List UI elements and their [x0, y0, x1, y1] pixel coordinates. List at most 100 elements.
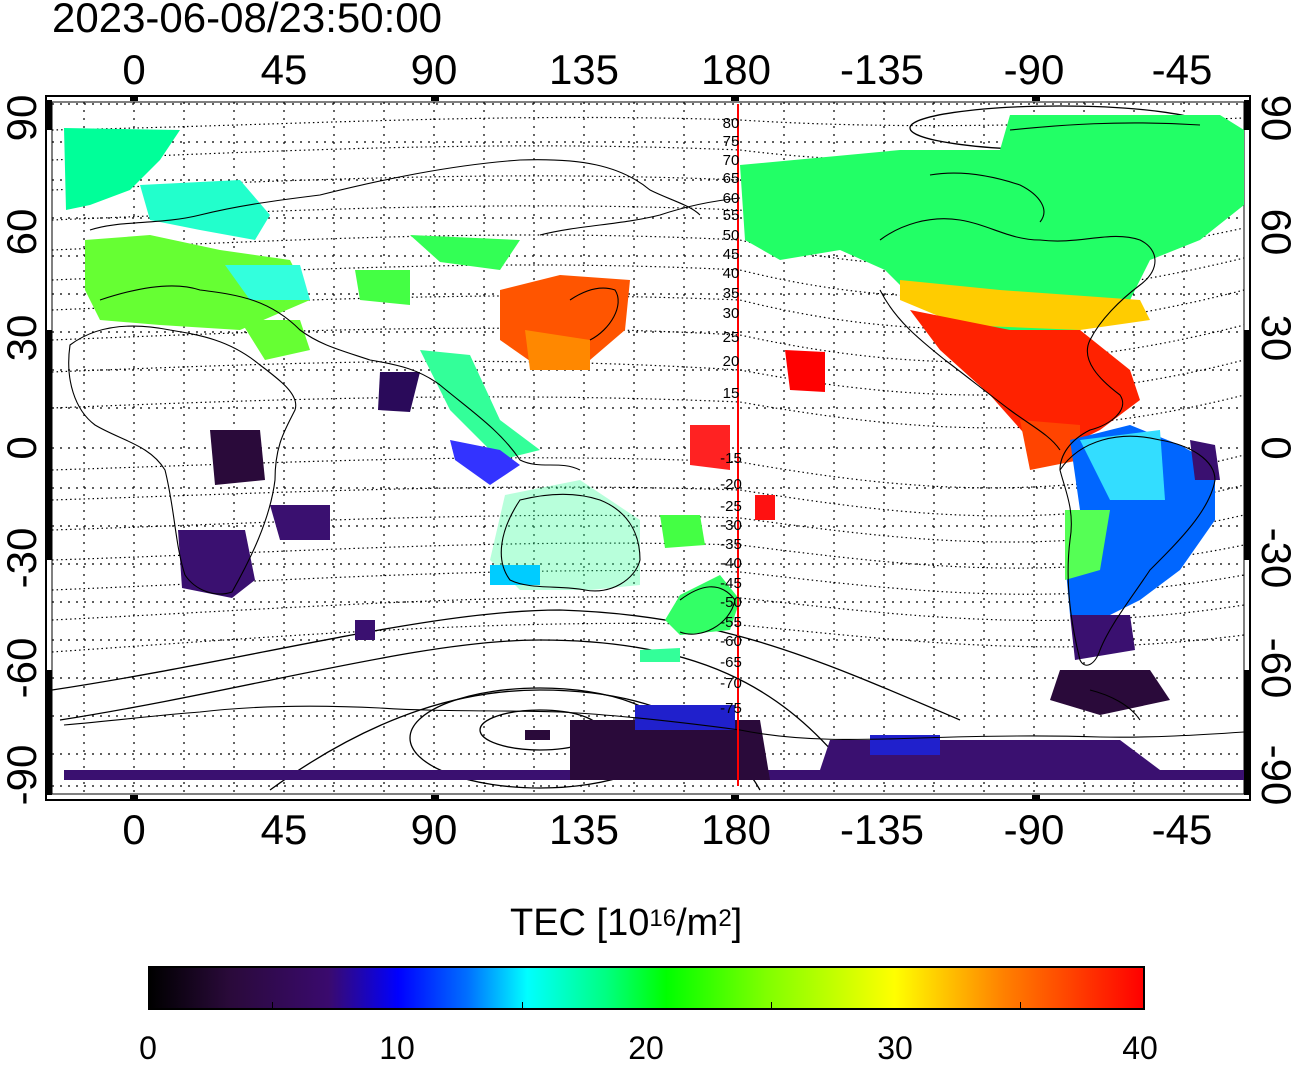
tec-region-greenland-europe	[64, 128, 180, 210]
left-latitude-axis: 90 60 30 0 -30 -60 -90	[0, 95, 45, 806]
colorbar-minor-tick	[771, 1002, 772, 1010]
top-lon-label: -90	[1004, 46, 1065, 93]
tec-region-pacific-red2	[755, 495, 775, 520]
colorbar-title: TEC [1016/m2]	[510, 900, 742, 946]
magnetic-lat-label: 80	[723, 115, 740, 132]
magnetic-lat-label: -35	[720, 536, 742, 553]
tec-region-africa-east	[270, 505, 330, 540]
tec-region-africa-central	[210, 430, 265, 485]
magnetic-lat-label: -30	[720, 517, 742, 534]
tec-region-indonesia	[450, 440, 520, 485]
left-lat-label: -30	[0, 528, 45, 589]
tec-data-layer	[64, 115, 1244, 780]
bottom-lon-label: -135	[840, 806, 924, 853]
tec-region-sa-west	[1065, 510, 1110, 580]
magnetic-lat-label: -60	[720, 633, 742, 650]
top-longitude-axis: 0 45 90 135 180 -135 -90 -45	[122, 46, 1212, 93]
tec-region-antarctica-ross	[570, 720, 770, 780]
magnetic-lat-label: 15	[723, 385, 740, 402]
right-lat-label: 90	[1253, 95, 1294, 142]
tec-region-europe	[140, 180, 270, 240]
bottom-longitude-axis: 0 45 90 135 180 -135 -90 -45	[122, 806, 1212, 853]
tec-region-na-south	[900, 280, 1150, 330]
right-lat-label: -90	[1253, 745, 1294, 806]
tec-region-new-zealand	[665, 575, 740, 635]
tec-region-sa-north	[1080, 430, 1165, 500]
right-lat-label: -30	[1253, 528, 1294, 589]
tec-region-india	[378, 372, 420, 412]
tec-region-antarctica-blue	[635, 705, 735, 730]
colorbar-tick-label: 10	[379, 1030, 415, 1066]
tec-region-china-east	[525, 330, 590, 370]
top-lon-label: 90	[411, 46, 458, 93]
right-lat-label: 30	[1253, 315, 1294, 362]
bottom-lon-label: -90	[1004, 806, 1065, 853]
magnetic-lat-label: -45	[720, 575, 742, 592]
left-lat-label: 30	[0, 315, 45, 362]
bottom-lon-label: 0	[122, 806, 145, 853]
right-lat-label: 0	[1253, 436, 1294, 459]
tec-region-australia-dots	[490, 565, 540, 585]
tec-region-middle-east	[240, 320, 310, 360]
bottom-lon-label: 45	[261, 806, 308, 853]
left-lat-label: -90	[0, 745, 45, 806]
tec-region-antarctica-small	[525, 730, 550, 740]
top-lon-label: 135	[549, 46, 619, 93]
magnetic-lat-label: -40	[720, 555, 742, 572]
bottom-lon-label: -45	[1152, 806, 1213, 853]
magnetic-lat-label: -65	[720, 654, 742, 671]
bottom-lon-label: 180	[701, 806, 771, 853]
magnetic-lat-labels: 8075706560555045403530252015-15-20-25-30…	[720, 115, 742, 717]
right-lat-label: -60	[1253, 638, 1294, 699]
bottom-lon-label: 135	[549, 806, 619, 853]
tec-region-europe-south	[85, 235, 310, 330]
tec-region-pacific-nz	[660, 515, 705, 548]
tec-region-hawaii	[785, 350, 825, 392]
tec-region-pacific-red1	[690, 425, 730, 470]
tec-region-sa-south	[1070, 615, 1135, 660]
colorbar-gradient	[148, 966, 1145, 1010]
top-lon-label: 0	[122, 46, 145, 93]
magnetic-lat-label: -25	[720, 498, 742, 515]
magnetic-lat-label: 65	[723, 170, 740, 187]
bottom-lon-label: 90	[411, 806, 458, 853]
magnetic-lat-label: 75	[723, 133, 740, 150]
tec-region-antarctic-pen	[1050, 670, 1170, 715]
magnetic-lat-label: 35	[723, 285, 740, 302]
magnetic-lat-label: 45	[723, 246, 740, 263]
magnetic-lat-label: 25	[723, 329, 740, 346]
frame-tick-bars	[45, 95, 1251, 801]
magnetic-lat-label: -50	[720, 594, 742, 611]
magnetic-lat-label: -55	[720, 614, 742, 631]
tec-region-africa	[178, 530, 255, 598]
magnetic-lat-label: 50	[723, 227, 740, 244]
left-lat-label: 0	[0, 436, 45, 459]
magnetic-lat-label: 55	[723, 207, 740, 224]
tec-region-south-atlantic	[355, 620, 375, 640]
magnetic-lat-label: 70	[723, 152, 740, 169]
colorbar-title-unit: /m	[676, 902, 719, 944]
top-lon-label: -135	[840, 46, 924, 93]
colorbar-tick-label: 40	[1122, 1030, 1158, 1066]
magnetic-lat-label: 30	[723, 305, 740, 322]
colorbar-minor-tick	[1020, 1002, 1021, 1010]
magnetic-lat-label: -75	[720, 700, 742, 717]
tec-region-caribbean	[1020, 420, 1080, 470]
left-lat-label: -60	[0, 638, 45, 699]
tec-region-antarctica-blue2	[870, 735, 940, 755]
tec-region-central-asia	[225, 265, 310, 300]
tec-region-australia	[490, 480, 640, 590]
right-latitude-axis: 90 60 30 0 -30 -60 -90	[1253, 95, 1294, 806]
magnetic-lat-label: 20	[723, 353, 740, 370]
colorbar-title-text: TEC [10	[510, 902, 650, 944]
timestamp-title: 2023-06-08/23:50:00	[52, 0, 442, 41]
magnetic-lat-label: -15	[720, 450, 742, 467]
top-lon-label: -45	[1152, 46, 1213, 93]
colorbar-minor-tick	[272, 1002, 273, 1010]
colorbar-tick-label: 0	[139, 1030, 157, 1066]
magnetic-lat-label: 40	[723, 265, 740, 282]
colorbar-tick-label: 20	[628, 1030, 664, 1066]
colorbar-title-end: ]	[731, 902, 743, 944]
coastlines	[63, 122, 1244, 741]
right-lat-label: 60	[1253, 209, 1294, 256]
